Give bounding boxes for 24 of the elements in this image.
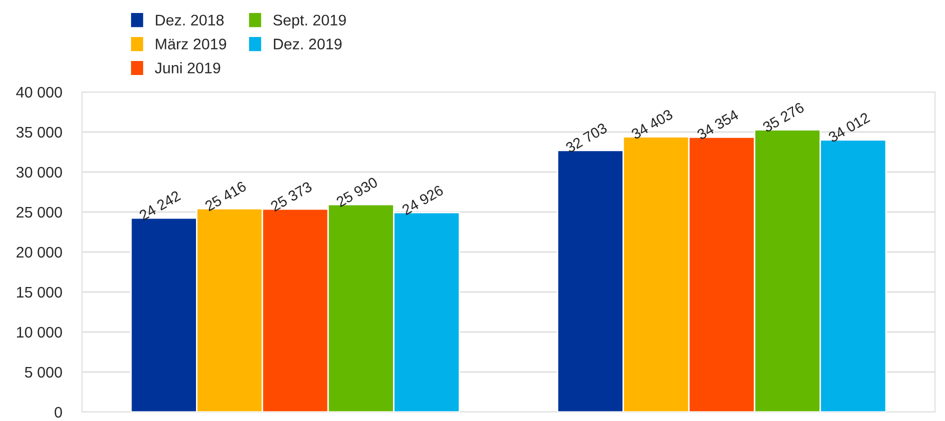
data-label: 24 926 bbox=[401, 184, 444, 216]
data-label: 24 242 bbox=[138, 190, 182, 221]
data-label: 25 373 bbox=[270, 181, 313, 212]
y-tick-label: 15 000 bbox=[16, 286, 62, 298]
data-label: 25 416 bbox=[204, 180, 247, 212]
data-label: 25 930 bbox=[336, 176, 378, 208]
y-tick-label: 10 000 bbox=[16, 326, 62, 338]
y-tick-label: 25 000 bbox=[16, 206, 62, 218]
y-tick-label: 40 000 bbox=[16, 86, 62, 98]
y-tick-label: 30 000 bbox=[16, 166, 62, 178]
y-tick-label: 20 000 bbox=[16, 246, 62, 258]
data-label: 35 276 bbox=[762, 102, 805, 133]
legend-label: Juni 2019 bbox=[154, 62, 220, 74]
data-label: 34 012 bbox=[828, 112, 870, 143]
y-tick-label: 0 bbox=[54, 406, 62, 418]
legend-label: Dez. 2018 bbox=[156, 14, 224, 26]
legend-label: Dez. 2019 bbox=[274, 38, 342, 50]
y-tick-label: 5 000 bbox=[24, 366, 62, 378]
data-label: 32 703 bbox=[564, 122, 608, 154]
data-label: 34 354 bbox=[696, 109, 740, 140]
legend-label: Sept. 2019 bbox=[273, 14, 346, 29]
data-label: 34 403 bbox=[630, 108, 674, 140]
legend-label: März 2019 bbox=[156, 38, 226, 50]
y-tick-label: 35 000 bbox=[16, 126, 62, 138]
